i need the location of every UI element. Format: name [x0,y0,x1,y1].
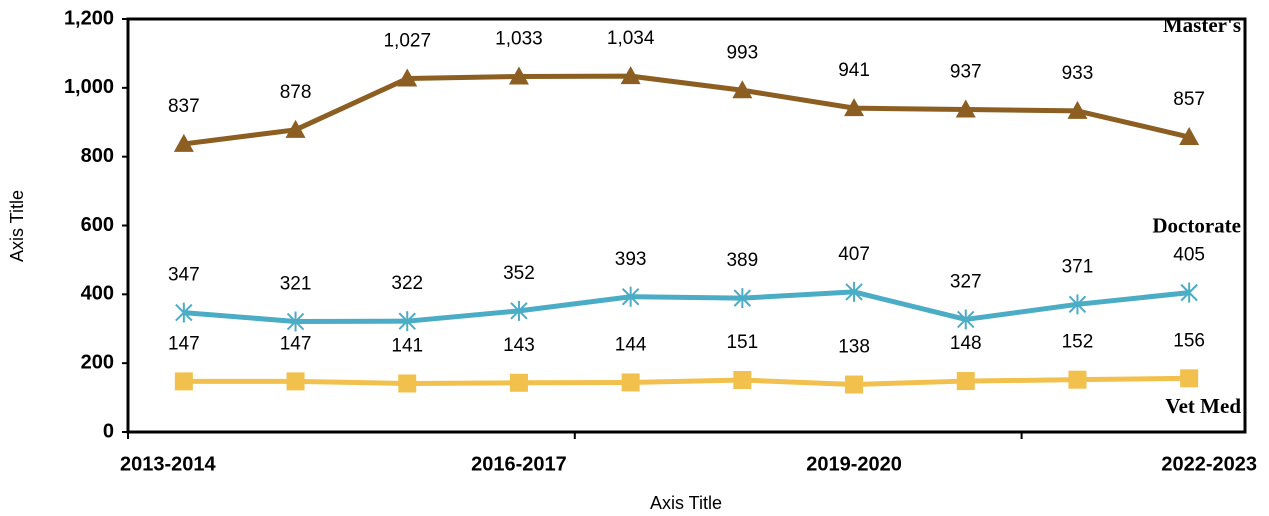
marker [620,66,641,85]
data-label: 1,027 [383,31,431,52]
data-label: 393 [615,249,647,270]
data-label: 321 [280,274,312,295]
data-label: 156 [1173,330,1205,351]
data-label: 144 [615,334,647,355]
data-label: 141 [391,335,423,356]
marker [845,281,863,302]
series-line [183,375,1190,388]
marker [397,68,418,87]
x-tick-label: 2019-2020 [806,453,902,475]
marker [621,373,640,392]
data-label: 151 [726,332,758,353]
marker [956,372,975,391]
marker [286,311,305,332]
data-label: 347 [168,265,200,286]
x-tick-label: 2016-2017 [471,453,567,475]
marker [1068,294,1087,315]
data-label: 1,033 [495,28,543,49]
marker [732,80,753,99]
marker [957,309,975,330]
data-label: 837 [168,96,200,117]
data-label: 933 [1062,63,1094,84]
y-tick-label: 1,200 [64,7,114,29]
data-label: 857 [1173,89,1205,110]
y-tick-label: 800 [81,145,114,167]
marker [398,374,417,393]
marker [509,373,528,392]
marker [845,375,864,394]
data-label: 147 [280,333,312,354]
y-tick-label: 400 [81,283,114,305]
marker [1179,127,1200,146]
data-label: 352 [503,263,535,284]
series-name: Master's [1163,13,1241,37]
data-label: 1,034 [607,28,655,49]
x-tick-label: 2013-2014 [120,453,217,475]
data-label: 878 [280,82,312,103]
marker [173,133,194,152]
marker [398,311,416,332]
x-axis-title: Axis Title [650,493,722,513]
series-line [183,289,1190,325]
data-label: 407 [838,244,870,265]
x-tick-label: 2022-2023 [1161,453,1257,475]
marker [733,371,752,390]
marker [621,286,640,307]
data-label: 148 [950,333,982,354]
data-label: 993 [726,42,758,63]
y-tick-label: 0 [103,420,114,442]
marker [1067,100,1088,119]
data-label: 152 [1062,332,1094,353]
marker [174,372,193,391]
data-label: 147 [168,333,200,354]
marker [286,372,305,391]
marker [285,119,306,138]
series-line [183,73,1190,147]
marker [1180,282,1198,303]
y-tick-label: 600 [81,214,114,236]
y-tick-label: 1,000 [64,76,114,98]
data-label: 327 [950,271,982,292]
data-label: 322 [391,273,423,294]
data-label: 389 [726,250,758,271]
data-label: 405 [1173,245,1205,266]
data-label: 138 [838,337,870,358]
y-tick-label: 200 [81,351,114,373]
marker [844,98,865,117]
marker [1068,370,1087,389]
data-label: 143 [503,335,535,356]
marker [508,66,529,85]
series-name: Doctorate [1152,213,1241,237]
marker [955,99,976,118]
marker [510,300,528,321]
data-label: 941 [838,60,870,81]
series-name: Vet Med [1165,394,1241,418]
marker [175,302,193,323]
marker [733,288,752,309]
marker [1180,369,1199,388]
data-label: 937 [950,62,982,83]
data-label: 371 [1062,256,1094,277]
y-axis-title: Axis Title [7,190,27,262]
